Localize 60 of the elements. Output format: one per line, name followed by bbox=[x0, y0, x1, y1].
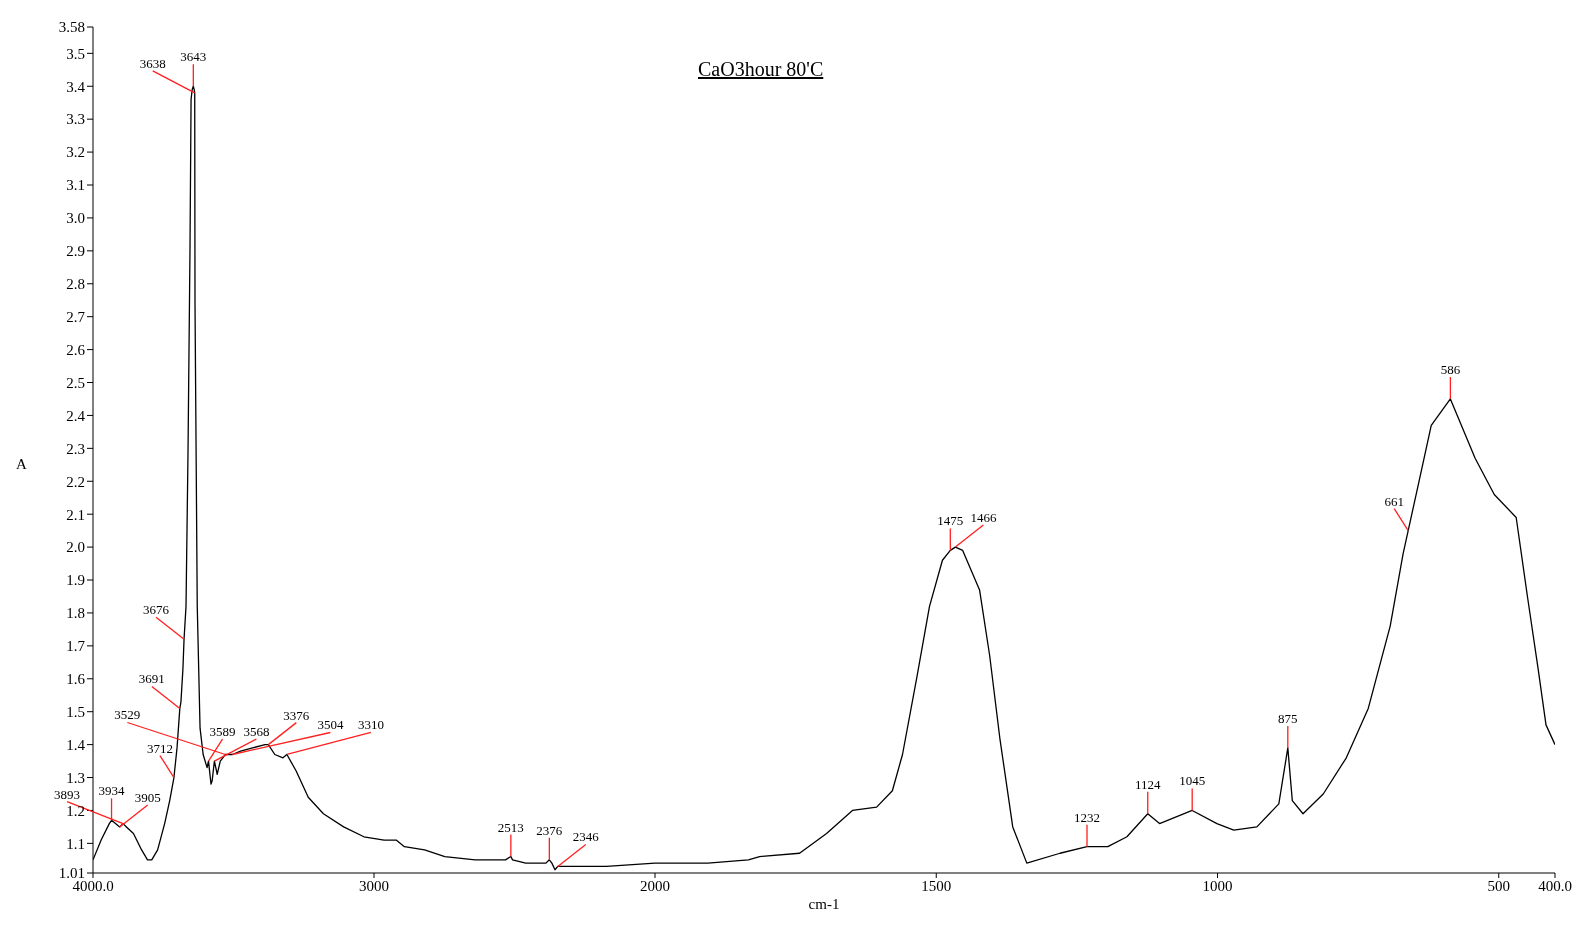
y-tick-label: 2.3 bbox=[66, 440, 85, 457]
annotation: 3893 bbox=[54, 786, 81, 802]
text: CaO3hour 80'C bbox=[698, 58, 824, 81]
annotation: 3529 bbox=[114, 707, 141, 723]
y-tick-label: 3.1 bbox=[66, 177, 85, 194]
y-tick-label: 3.2 bbox=[66, 144, 85, 161]
y-tick-label: 1.3 bbox=[66, 769, 85, 786]
y-tick-label: 3.4 bbox=[66, 78, 86, 95]
annotation: 3376 bbox=[283, 707, 310, 723]
annotation: 3934 bbox=[98, 783, 126, 799]
annotation: 1466 bbox=[970, 510, 997, 526]
y-tick-label: 1.7 bbox=[66, 638, 86, 655]
x-tick-label: 1500 bbox=[921, 877, 952, 894]
y-tick-label: 2.0 bbox=[66, 539, 85, 556]
y-tick-label: 3.0 bbox=[66, 210, 85, 227]
y-tick-label: 2.9 bbox=[66, 243, 85, 260]
annotation: 1232 bbox=[1074, 809, 1100, 825]
y-tick-label: 2.8 bbox=[66, 276, 85, 293]
annotation: 3310 bbox=[357, 717, 384, 733]
x-tick-label: 500 bbox=[1487, 877, 1510, 894]
annotation: 3905 bbox=[134, 789, 161, 805]
annotation: 3643 bbox=[180, 49, 207, 65]
y-tick-label: 1.5 bbox=[66, 704, 85, 721]
x-tick-label: 3000 bbox=[359, 877, 389, 894]
y-tick-label: 3.5 bbox=[66, 45, 85, 62]
annotation: 3589 bbox=[209, 724, 236, 740]
annotation: 661 bbox=[1384, 493, 1404, 509]
y-tick-label: 2.4 bbox=[66, 407, 86, 424]
x-tick-label: 400.0 bbox=[1538, 877, 1572, 894]
y-tick-label: 3.58 bbox=[58, 19, 85, 36]
annotation: 3712 bbox=[146, 740, 173, 756]
x-axis-title: cm-1 bbox=[807, 896, 841, 913]
annotation: 586 bbox=[1440, 361, 1461, 377]
x-tick-label: 1000 bbox=[1202, 877, 1233, 894]
y-tick-label: 1.1 bbox=[66, 835, 85, 852]
y-tick-label: 1.9 bbox=[66, 572, 85, 589]
annotation: 875 bbox=[1278, 710, 1298, 726]
annotation: 3568 bbox=[243, 724, 270, 740]
annotation: 3691 bbox=[138, 671, 165, 687]
y-tick-label: 2.1 bbox=[66, 506, 85, 523]
y-tick-label: 2.2 bbox=[66, 473, 85, 490]
annotation: 1124 bbox=[1134, 776, 1161, 792]
y-tick-label: 1.6 bbox=[66, 671, 86, 688]
y-tick-label: 2.5 bbox=[66, 374, 85, 391]
annotation: 2346 bbox=[572, 829, 600, 845]
annotation: 1475 bbox=[937, 513, 964, 529]
y-tick-label: 2.6 bbox=[66, 341, 86, 358]
y-tick-label: 1.4 bbox=[66, 736, 86, 753]
y-tick-label: 2.7 bbox=[66, 309, 86, 326]
annotation: 3676 bbox=[143, 602, 170, 618]
annotation: 2376 bbox=[536, 822, 563, 838]
x-tick-label: 2000 bbox=[640, 877, 670, 894]
y-tick-label: 1.8 bbox=[66, 605, 85, 622]
annotation: 1045 bbox=[1179, 773, 1206, 789]
annotation: 3504 bbox=[317, 717, 344, 733]
y-tick-label: 1.2 bbox=[66, 802, 85, 819]
annotation: 2513 bbox=[497, 819, 524, 835]
y-tick-label: 3.3 bbox=[66, 111, 85, 128]
annotation: 3638 bbox=[139, 55, 166, 71]
y-axis-title: A bbox=[16, 456, 27, 473]
